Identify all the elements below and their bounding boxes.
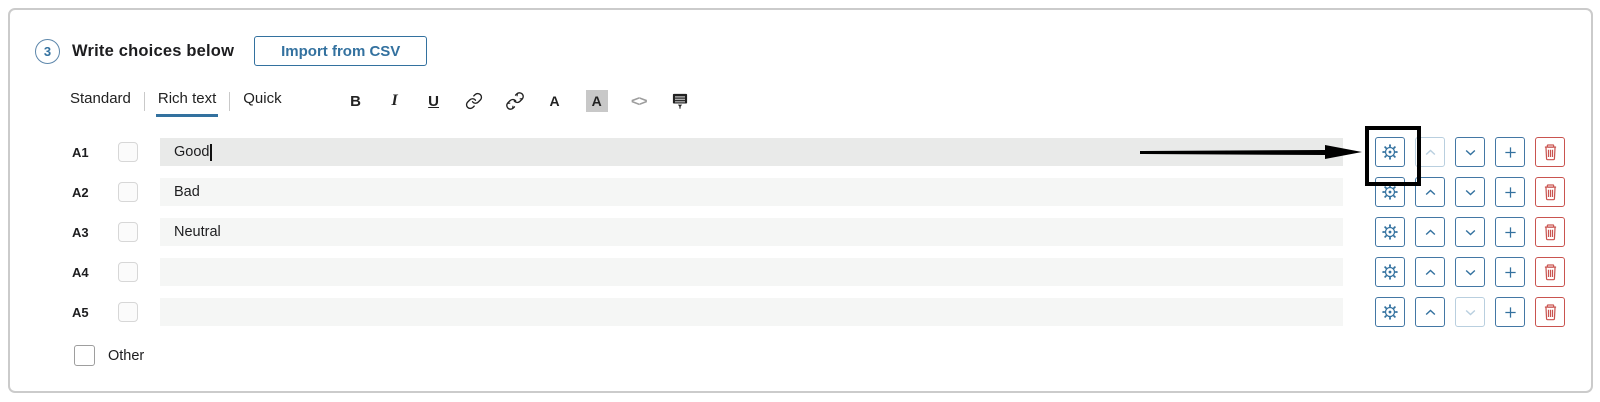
choice-text-input[interactable] xyxy=(160,258,1343,286)
row-actions xyxy=(1375,297,1565,327)
write-choices-panel: 3 Write choices below Import from CSV St… xyxy=(8,8,1593,393)
delete-choice-button[interactable] xyxy=(1535,297,1565,327)
choice-text: Good xyxy=(174,144,210,160)
row-label: A2 xyxy=(72,184,89,200)
add-choice-button[interactable] xyxy=(1495,297,1525,327)
tab-standard[interactable]: Standard xyxy=(70,89,131,107)
panel-header: 3 Write choices below Import from CSV xyxy=(35,36,1565,66)
row-actions xyxy=(1375,217,1565,247)
link-icon[interactable] xyxy=(465,90,483,112)
highlight-color-button[interactable]: A xyxy=(585,90,608,112)
choice-text: Neutral xyxy=(174,224,221,240)
choice-text-input[interactable]: Good xyxy=(160,138,1343,166)
other-option-row: Other xyxy=(74,345,1565,366)
presentation-screen-icon[interactable] xyxy=(670,90,690,112)
row-checkbox[interactable] xyxy=(118,262,138,282)
add-choice-button[interactable] xyxy=(1495,257,1525,287)
add-choice-button[interactable] xyxy=(1495,217,1525,247)
add-choice-button[interactable] xyxy=(1495,177,1525,207)
move-up-button[interactable] xyxy=(1415,217,1445,247)
row-actions xyxy=(1365,126,1565,186)
settings-gear-button[interactable] xyxy=(1375,217,1405,247)
choice-row-a5: A5 xyxy=(72,297,1565,327)
delete-choice-button[interactable] xyxy=(1535,137,1565,167)
choice-text-input[interactable] xyxy=(160,298,1343,326)
tab-rich-text[interactable]: Rich text xyxy=(155,86,219,117)
unlink-icon[interactable] xyxy=(505,90,524,112)
row-label: A1 xyxy=(72,144,89,160)
move-down-button[interactable] xyxy=(1455,137,1485,167)
bold-button[interactable]: B xyxy=(350,92,362,110)
editor-tabs-row: Standard Rich text Quick B I U A A <> xyxy=(68,86,1565,117)
move-up-button xyxy=(1415,137,1445,167)
add-choice-button[interactable] xyxy=(1495,137,1525,167)
formatting-toolbar: B I U A A <> xyxy=(348,90,690,112)
settings-gear-button[interactable] xyxy=(1375,137,1405,167)
underline-button[interactable]: U xyxy=(428,92,440,110)
move-down-button[interactable] xyxy=(1455,217,1485,247)
row-checkbox[interactable] xyxy=(118,302,138,322)
italic-button[interactable]: I xyxy=(391,92,398,109)
settings-gear-button[interactable] xyxy=(1375,297,1405,327)
step-number-badge: 3 xyxy=(35,38,60,64)
tab-divider xyxy=(143,91,145,111)
choice-row-a4: A4 xyxy=(72,257,1565,287)
delete-choice-button[interactable] xyxy=(1535,177,1565,207)
code-view-button[interactable]: <> xyxy=(630,92,648,110)
choice-row-a2: A2 Bad xyxy=(72,177,1565,207)
other-checkbox[interactable] xyxy=(74,345,95,366)
row-label: A5 xyxy=(72,304,89,320)
settings-gear-button[interactable] xyxy=(1375,177,1405,207)
choice-text-input[interactable]: Bad xyxy=(160,178,1343,206)
row-checkbox[interactable] xyxy=(118,182,138,202)
move-up-button[interactable] xyxy=(1415,257,1445,287)
move-down-button[interactable] xyxy=(1455,257,1485,287)
tab-quick[interactable]: Quick xyxy=(243,89,282,107)
choice-row-a1: A1 Good xyxy=(72,126,1565,186)
move-down-button[interactable] xyxy=(1455,177,1485,207)
row-checkbox[interactable] xyxy=(118,222,138,242)
row-label: A4 xyxy=(72,264,89,280)
row-label: A3 xyxy=(72,224,89,240)
delete-choice-button[interactable] xyxy=(1535,257,1565,287)
choice-row-a3: A3 Neutral xyxy=(72,217,1565,247)
row-checkbox[interactable] xyxy=(118,142,138,162)
choices-list: A1 Good A2 Bad xyxy=(72,126,1565,327)
tab-divider xyxy=(229,91,231,111)
choice-text: Bad xyxy=(174,184,200,200)
gear-wrap xyxy=(1365,126,1421,186)
row-actions xyxy=(1375,177,1565,207)
move-up-button[interactable] xyxy=(1415,177,1445,207)
settings-gear-button[interactable] xyxy=(1375,257,1405,287)
choice-text-input[interactable]: Neutral xyxy=(160,218,1343,246)
import-from-csv-button[interactable]: Import from CSV xyxy=(254,36,428,66)
other-label: Other xyxy=(108,347,145,364)
step-number: 3 xyxy=(43,43,52,59)
text-cursor xyxy=(210,143,212,161)
row-actions xyxy=(1375,257,1565,287)
move-up-button[interactable] xyxy=(1415,297,1445,327)
delete-choice-button[interactable] xyxy=(1535,217,1565,247)
page-title: Write choices below xyxy=(72,41,235,60)
move-down-button xyxy=(1455,297,1485,327)
font-color-button[interactable]: A xyxy=(549,93,560,109)
